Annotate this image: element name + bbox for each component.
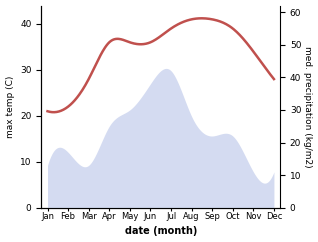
Y-axis label: med. precipitation (kg/m2): med. precipitation (kg/m2)	[303, 46, 313, 167]
X-axis label: date (month): date (month)	[125, 227, 197, 236]
Y-axis label: max temp (C): max temp (C)	[5, 76, 15, 138]
